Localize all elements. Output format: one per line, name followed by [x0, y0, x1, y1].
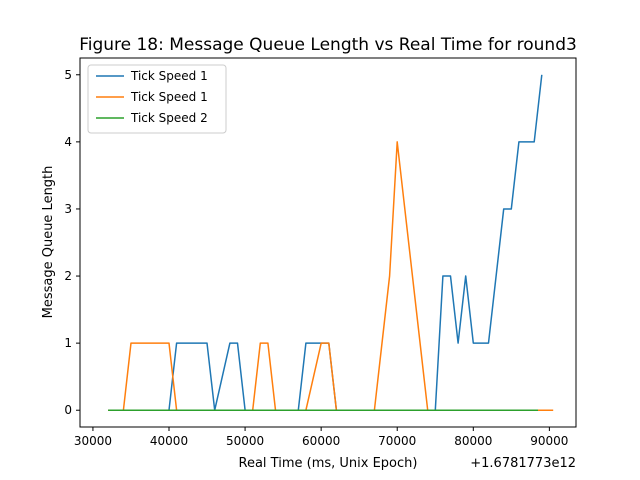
- legend-label-1: Tick Speed 1: [130, 69, 208, 83]
- y-tick-label: 3: [64, 202, 72, 216]
- chart-title: Figure 18: Message Queue Length vs Real …: [79, 35, 577, 55]
- legend-label-2: Tick Speed 1: [130, 90, 208, 104]
- legend-box: [87, 64, 227, 134]
- x-tick-label: 50000: [226, 434, 264, 448]
- y-axis: 0 1 2 3 4 5: [64, 68, 80, 417]
- y-tick-label: 5: [64, 68, 72, 82]
- x-axis-offset: +1.6781773e12: [470, 456, 576, 471]
- x-axis: 30000 40000 50000 60000 70000 80000 90000: [74, 427, 568, 448]
- y-tick-label: 2: [64, 269, 72, 283]
- y-tick-label: 4: [64, 135, 72, 149]
- x-tick-label: 40000: [150, 434, 188, 448]
- plot-frame: [79, 57, 577, 428]
- y-tick-label: 0: [64, 403, 72, 417]
- y-axis-label: Message Queue Length: [41, 166, 56, 319]
- x-axis-label: Real Time (ms, Unix Epoch): [239, 456, 418, 471]
- x-tick-label: 60000: [302, 434, 340, 448]
- series-layer: [108, 74, 554, 411]
- x-tick-label: 90000: [530, 434, 568, 448]
- y-tick-label: 1: [64, 336, 72, 350]
- legend: Tick Speed 1 Tick Speed 1 Tick Speed 2: [87, 64, 227, 134]
- series-line-2: [108, 141, 554, 411]
- x-tick-label: 80000: [454, 434, 492, 448]
- x-tick-label: 70000: [378, 434, 416, 448]
- legend-label-3: Tick Speed 2: [130, 111, 208, 125]
- x-tick-label: 30000: [74, 434, 112, 448]
